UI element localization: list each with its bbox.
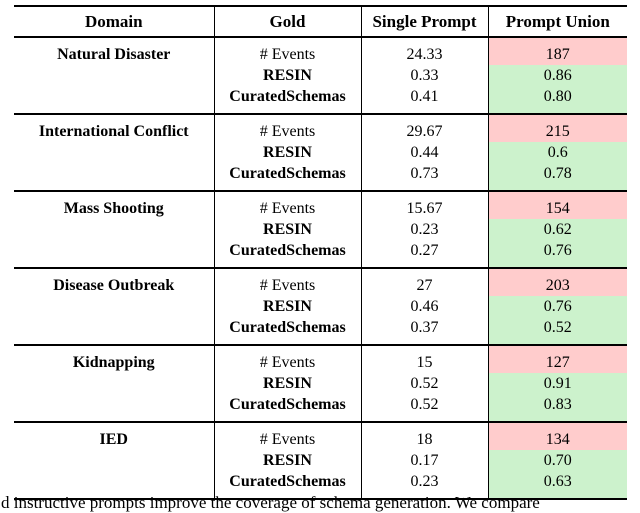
single-prompt-value: 24.33 — [361, 37, 489, 65]
domain-cell: Mass Shooting — [14, 191, 215, 219]
table-row: RESIN 0.23 0.62 — [14, 219, 627, 240]
prompt-union-value: 0.78 — [488, 163, 627, 192]
table-row: RESIN 0.33 0.86 — [14, 65, 627, 86]
gold-label-cell: CuratedSchemas — [214, 317, 362, 346]
single-prompt-value: 0.73 — [361, 163, 489, 192]
prompt-union-value: 0.80 — [488, 86, 627, 115]
gold-label-cell: CuratedSchemas — [214, 86, 362, 115]
single-prompt-value: 0.37 — [361, 317, 489, 346]
single-prompt-value: 15.67 — [361, 191, 489, 219]
single-prompt-value: 0.52 — [361, 394, 489, 423]
domain-cell — [14, 471, 215, 500]
prompt-union-value: 0.76 — [488, 296, 627, 317]
domain-cell — [14, 163, 215, 192]
domain-cell — [14, 317, 215, 346]
gold-label-cell: # Events — [214, 268, 362, 296]
single-prompt-value: 0.44 — [361, 142, 489, 163]
table-row: International Conflict # Events 29.67 215 — [14, 114, 627, 142]
table-row: CuratedSchemas 0.41 0.80 — [14, 86, 627, 115]
single-prompt-value: 0.46 — [361, 296, 489, 317]
domain-cell — [14, 450, 215, 471]
domain-cell — [14, 394, 215, 423]
domain-cell: IED — [14, 422, 215, 450]
header-gold: Gold — [214, 5, 362, 38]
prompt-union-value: 0.91 — [488, 373, 627, 394]
gold-label-cell: RESIN — [214, 219, 362, 240]
prompt-union-value: 187 — [488, 37, 627, 65]
prompt-union-value: 127 — [488, 345, 627, 373]
prompt-union-value: 215 — [488, 114, 627, 142]
prompt-union-value: 0.83 — [488, 394, 627, 423]
gold-label-cell: # Events — [214, 37, 362, 65]
domain-cell: Kidnapping — [14, 345, 215, 373]
results-table: Domain Gold Single Prompt Prompt Union N… — [14, 5, 627, 500]
table-row: CuratedSchemas 0.73 0.78 — [14, 163, 627, 192]
table-row: Mass Shooting # Events 15.67 154 — [14, 191, 627, 219]
single-prompt-value: 0.27 — [361, 240, 489, 269]
domain-cell — [14, 296, 215, 317]
domain-cell: Disease Outbreak — [14, 268, 215, 296]
table-row: CuratedSchemas 0.37 0.52 — [14, 317, 627, 346]
table-row: RESIN 0.52 0.91 — [14, 373, 627, 394]
table-row: Kidnapping # Events 15 127 — [14, 345, 627, 373]
gold-label-cell: RESIN — [214, 373, 362, 394]
single-prompt-value: 27 — [361, 268, 489, 296]
domain-cell — [14, 240, 215, 269]
prompt-union-value: 0.76 — [488, 240, 627, 269]
table-row: RESIN 0.17 0.70 — [14, 450, 627, 471]
domain-cell — [14, 86, 215, 115]
table-row: CuratedSchemas 0.23 0.63 — [14, 471, 627, 500]
gold-label-cell: # Events — [214, 345, 362, 373]
domain-cell: International Conflict — [14, 114, 215, 142]
gold-label-cell: # Events — [214, 114, 362, 142]
gold-label-cell: CuratedSchemas — [214, 394, 362, 423]
table-row: IED # Events 18 134 — [14, 422, 627, 450]
prompt-union-value: 134 — [488, 422, 627, 450]
header-single-prompt: Single Prompt — [361, 5, 489, 38]
header-domain: Domain — [14, 5, 215, 38]
single-prompt-value: 29.67 — [361, 114, 489, 142]
header-prompt-union: Prompt Union — [488, 5, 627, 38]
prompt-union-value: 0.86 — [488, 65, 627, 86]
table-header-row: Domain Gold Single Prompt Prompt Union — [14, 5, 627, 38]
gold-label-cell: # Events — [214, 191, 362, 219]
gold-label-cell: # Events — [214, 422, 362, 450]
domain-cell — [14, 65, 215, 86]
prompt-union-value: 154 — [488, 191, 627, 219]
gold-label-cell: CuratedSchemas — [214, 163, 362, 192]
single-prompt-value: 0.17 — [361, 450, 489, 471]
single-prompt-value: 0.23 — [361, 219, 489, 240]
table-row: CuratedSchemas 0.52 0.83 — [14, 394, 627, 423]
table-caption: d instructive prompts improve the covera… — [1, 493, 540, 512]
prompt-union-value: 0.63 — [488, 471, 627, 500]
single-prompt-value: 0.41 — [361, 86, 489, 115]
single-prompt-value: 0.23 — [361, 471, 489, 500]
gold-label-cell: CuratedSchemas — [214, 471, 362, 500]
domain-cell — [14, 219, 215, 240]
single-prompt-value: 18 — [361, 422, 489, 450]
gold-label-cell: RESIN — [214, 65, 362, 86]
prompt-union-value: 0.62 — [488, 219, 627, 240]
table-row: CuratedSchemas 0.27 0.76 — [14, 240, 627, 269]
prompt-union-value: 203 — [488, 268, 627, 296]
single-prompt-value: 0.52 — [361, 373, 489, 394]
domain-cell — [14, 373, 215, 394]
gold-label-cell: RESIN — [214, 142, 362, 163]
single-prompt-value: 0.33 — [361, 65, 489, 86]
prompt-union-value: 0.6 — [488, 142, 627, 163]
prompt-union-value: 0.70 — [488, 450, 627, 471]
table-row: Disease Outbreak # Events 27 203 — [14, 268, 627, 296]
gold-label-cell: RESIN — [214, 450, 362, 471]
gold-label-cell: RESIN — [214, 296, 362, 317]
table-row: RESIN 0.44 0.6 — [14, 142, 627, 163]
prompt-union-value: 0.52 — [488, 317, 627, 346]
domain-cell — [14, 142, 215, 163]
table-row: Natural Disaster # Events 24.33 187 — [14, 37, 627, 65]
domain-cell: Natural Disaster — [14, 37, 215, 65]
table-row: RESIN 0.46 0.76 — [14, 296, 627, 317]
results-table-body: Natural Disaster # Events 24.33 187 RESIN 0.3… — [14, 37, 627, 500]
gold-label-cell: CuratedSchemas — [214, 240, 362, 269]
single-prompt-value: 15 — [361, 345, 489, 373]
